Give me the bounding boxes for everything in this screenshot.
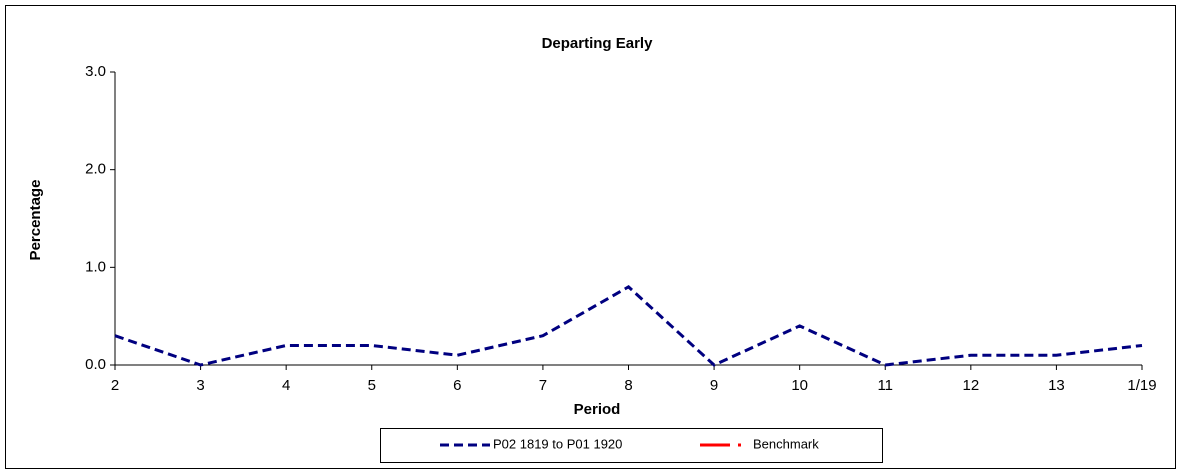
chart-title: Departing Early [542, 35, 654, 52]
legend-box [380, 428, 883, 463]
legend-label: Benchmark [753, 436, 819, 451]
x-tick-label: 12 [962, 377, 979, 394]
x-tick-label: 9 [710, 377, 718, 394]
x-tick-label: 11 [877, 377, 893, 394]
x-tick-label: 1/19 [1127, 377, 1156, 394]
x-tick-label: 4 [282, 377, 290, 394]
y-tick-label: 3.0 [85, 63, 106, 80]
x-axis-label: Period [574, 401, 621, 418]
data-line [114, 285, 1143, 367]
y-tick-label: 1.0 [85, 258, 106, 275]
y-axis-label: Percentage [27, 180, 44, 261]
x-tick-label: 6 [453, 377, 461, 394]
x-tick-label: 3 [196, 377, 204, 394]
x-tick-label: 8 [624, 377, 632, 394]
y-tick-label: 0.0 [85, 356, 106, 373]
y-tick-label: 2.0 [85, 161, 106, 178]
chart-border [5, 5, 1176, 469]
legend-marker [738, 443, 741, 447]
x-tick-label: 5 [368, 377, 376, 394]
legend-label: P02 1819 to P01 1920 [493, 436, 622, 451]
x-tick-label: 13 [1048, 377, 1065, 394]
x-tick-label: 7 [539, 377, 547, 394]
x-tick-label: 10 [791, 377, 808, 394]
x-tick-label: 2 [111, 377, 119, 394]
